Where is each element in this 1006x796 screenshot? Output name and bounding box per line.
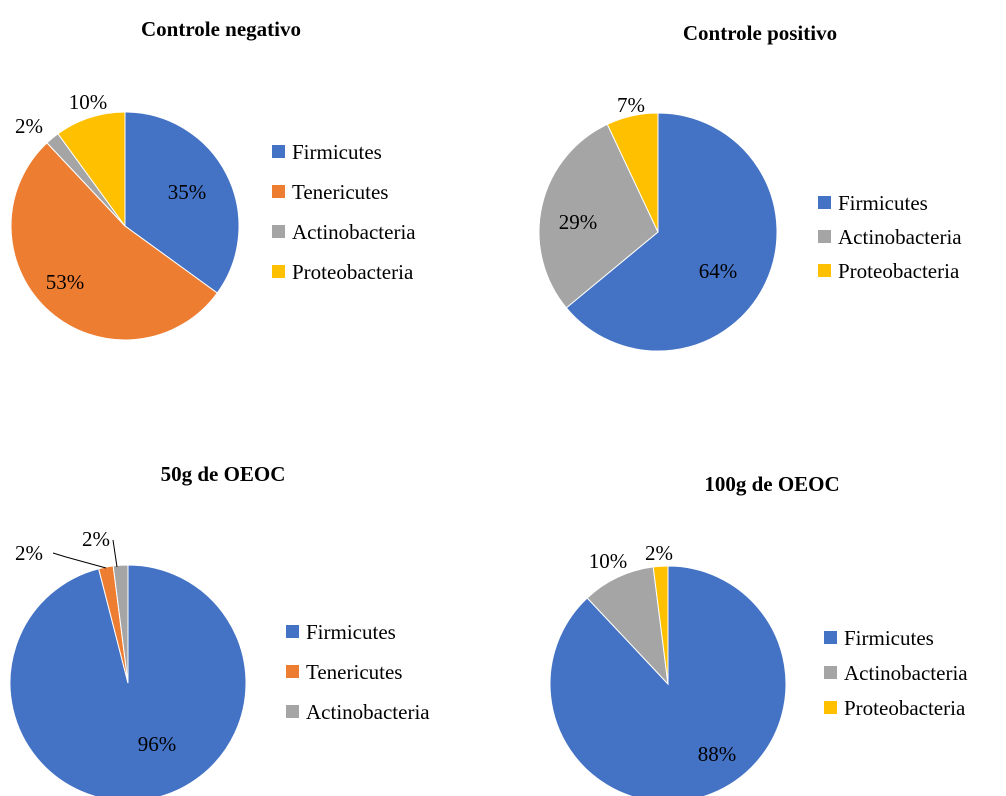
chart-title: Controle negativo [141, 17, 301, 41]
data-label-tenericutes: 53% [46, 270, 85, 294]
legend-swatch-firmicutes [824, 631, 837, 644]
data-label-firmicutes: 35% [168, 180, 207, 204]
legend-label-tenericutes: Tenericutes [292, 180, 388, 204]
leader-line-actinobacteria [112, 539, 118, 568]
legend-swatch-actinobacteria [818, 230, 831, 243]
data-label-proteobacteria: 2% [645, 541, 673, 565]
pie-slice-firmicutes [9, 564, 247, 796]
legend-swatch-tenericutes [272, 185, 285, 198]
legend: Firmicutes Actinobacteria Proteobacteria [818, 191, 962, 283]
chart-title: 100g de OEOC [704, 472, 839, 496]
legend-swatch-actinobacteria [824, 666, 837, 679]
legend-label-actinobacteria: Actinobacteria [844, 661, 968, 685]
data-label-actinobacteria: 29% [559, 210, 598, 234]
chart-title: Controle positivo [683, 21, 837, 45]
legend-swatch-firmicutes [286, 625, 299, 638]
legend-label-firmicutes: Firmicutes [838, 191, 928, 215]
pie-slice-proteobacteria [652, 565, 669, 685]
legend-swatch-proteobacteria [818, 264, 831, 277]
legend-swatch-firmicutes [272, 145, 285, 158]
pie-chart-controle-positivo: Controle positivo 64% 29% 7% Firmicutes Actin… [538, 21, 962, 352]
legend: Firmicutes Tenericutes Actinobacteria [286, 620, 430, 724]
legend-label-tenericutes: Tenericutes [306, 660, 402, 684]
pie-chart-100g-de-oeoc: 100g de OEOC 88% 10% 2% Firmicutes Actinobact… [549, 472, 968, 796]
pie-slice-proteobacteria [57, 111, 126, 228]
legend-label-proteobacteria: Proteobacteria [844, 696, 966, 720]
data-label-tenericutes: 2% [15, 541, 43, 565]
pie-slice-firmicutes [549, 565, 787, 796]
legend-swatch-proteobacteria [272, 265, 285, 278]
leader-line-tenericutes [52, 552, 107, 569]
legend-label-proteobacteria: Proteobacteria [838, 259, 960, 283]
pie-slice-firmicutes [124, 111, 240, 294]
data-label-actinobacteria: 10% [589, 549, 628, 573]
pie-chart-50g-de-oeoc: 50g de OEOC 96% 2% 2% Firmicutes Tenericutes A… [9, 462, 430, 796]
legend-label-actinobacteria: Actinobacteria [292, 220, 416, 244]
pie-slice-actinobacteria [538, 123, 659, 309]
legend-label-actinobacteria: Actinobacteria [306, 700, 430, 724]
pie-slice-proteobacteria [606, 112, 659, 233]
legend-swatch-actinobacteria [272, 225, 285, 238]
data-label-firmicutes: 88% [698, 742, 737, 766]
legend-label-proteobacteria: Proteobacteria [292, 260, 414, 284]
pie-slice-firmicutes [565, 112, 778, 352]
legend-swatch-tenericutes [286, 665, 299, 678]
legend-label-actinobacteria: Actinobacteria [838, 225, 962, 249]
chart-title: 50g de OEOC [161, 462, 286, 486]
legend-swatch-firmicutes [818, 196, 831, 209]
legend: Firmicutes Actinobacteria Proteobacteria [824, 626, 968, 720]
data-label-actinobacteria: 2% [82, 527, 110, 551]
legend-swatch-actinobacteria [286, 705, 299, 718]
pie-slice-tenericutes [10, 142, 218, 341]
pie-slice-actinobacteria [112, 564, 129, 684]
data-label-proteobacteria: 7% [617, 93, 645, 117]
data-label-firmicutes: 96% [138, 732, 177, 756]
pie-slice-actinobacteria [586, 566, 669, 686]
legend-swatch-proteobacteria [824, 701, 837, 714]
legend-label-firmicutes: Firmicutes [844, 626, 934, 650]
data-label-proteobacteria: 10% [69, 90, 108, 114]
legend: Firmicutes Tenericutes Actinobacteria Prote… [272, 140, 416, 284]
pie-chart-controle-negativo: Controle negativo 35% 53% 2% 10% Firmicutes Te… [10, 17, 416, 341]
data-label-actinobacteria: 2% [15, 114, 43, 138]
data-label-firmicutes: 64% [699, 259, 738, 283]
legend-label-firmicutes: Firmicutes [292, 140, 382, 164]
legend-label-firmicutes: Firmicutes [306, 620, 396, 644]
